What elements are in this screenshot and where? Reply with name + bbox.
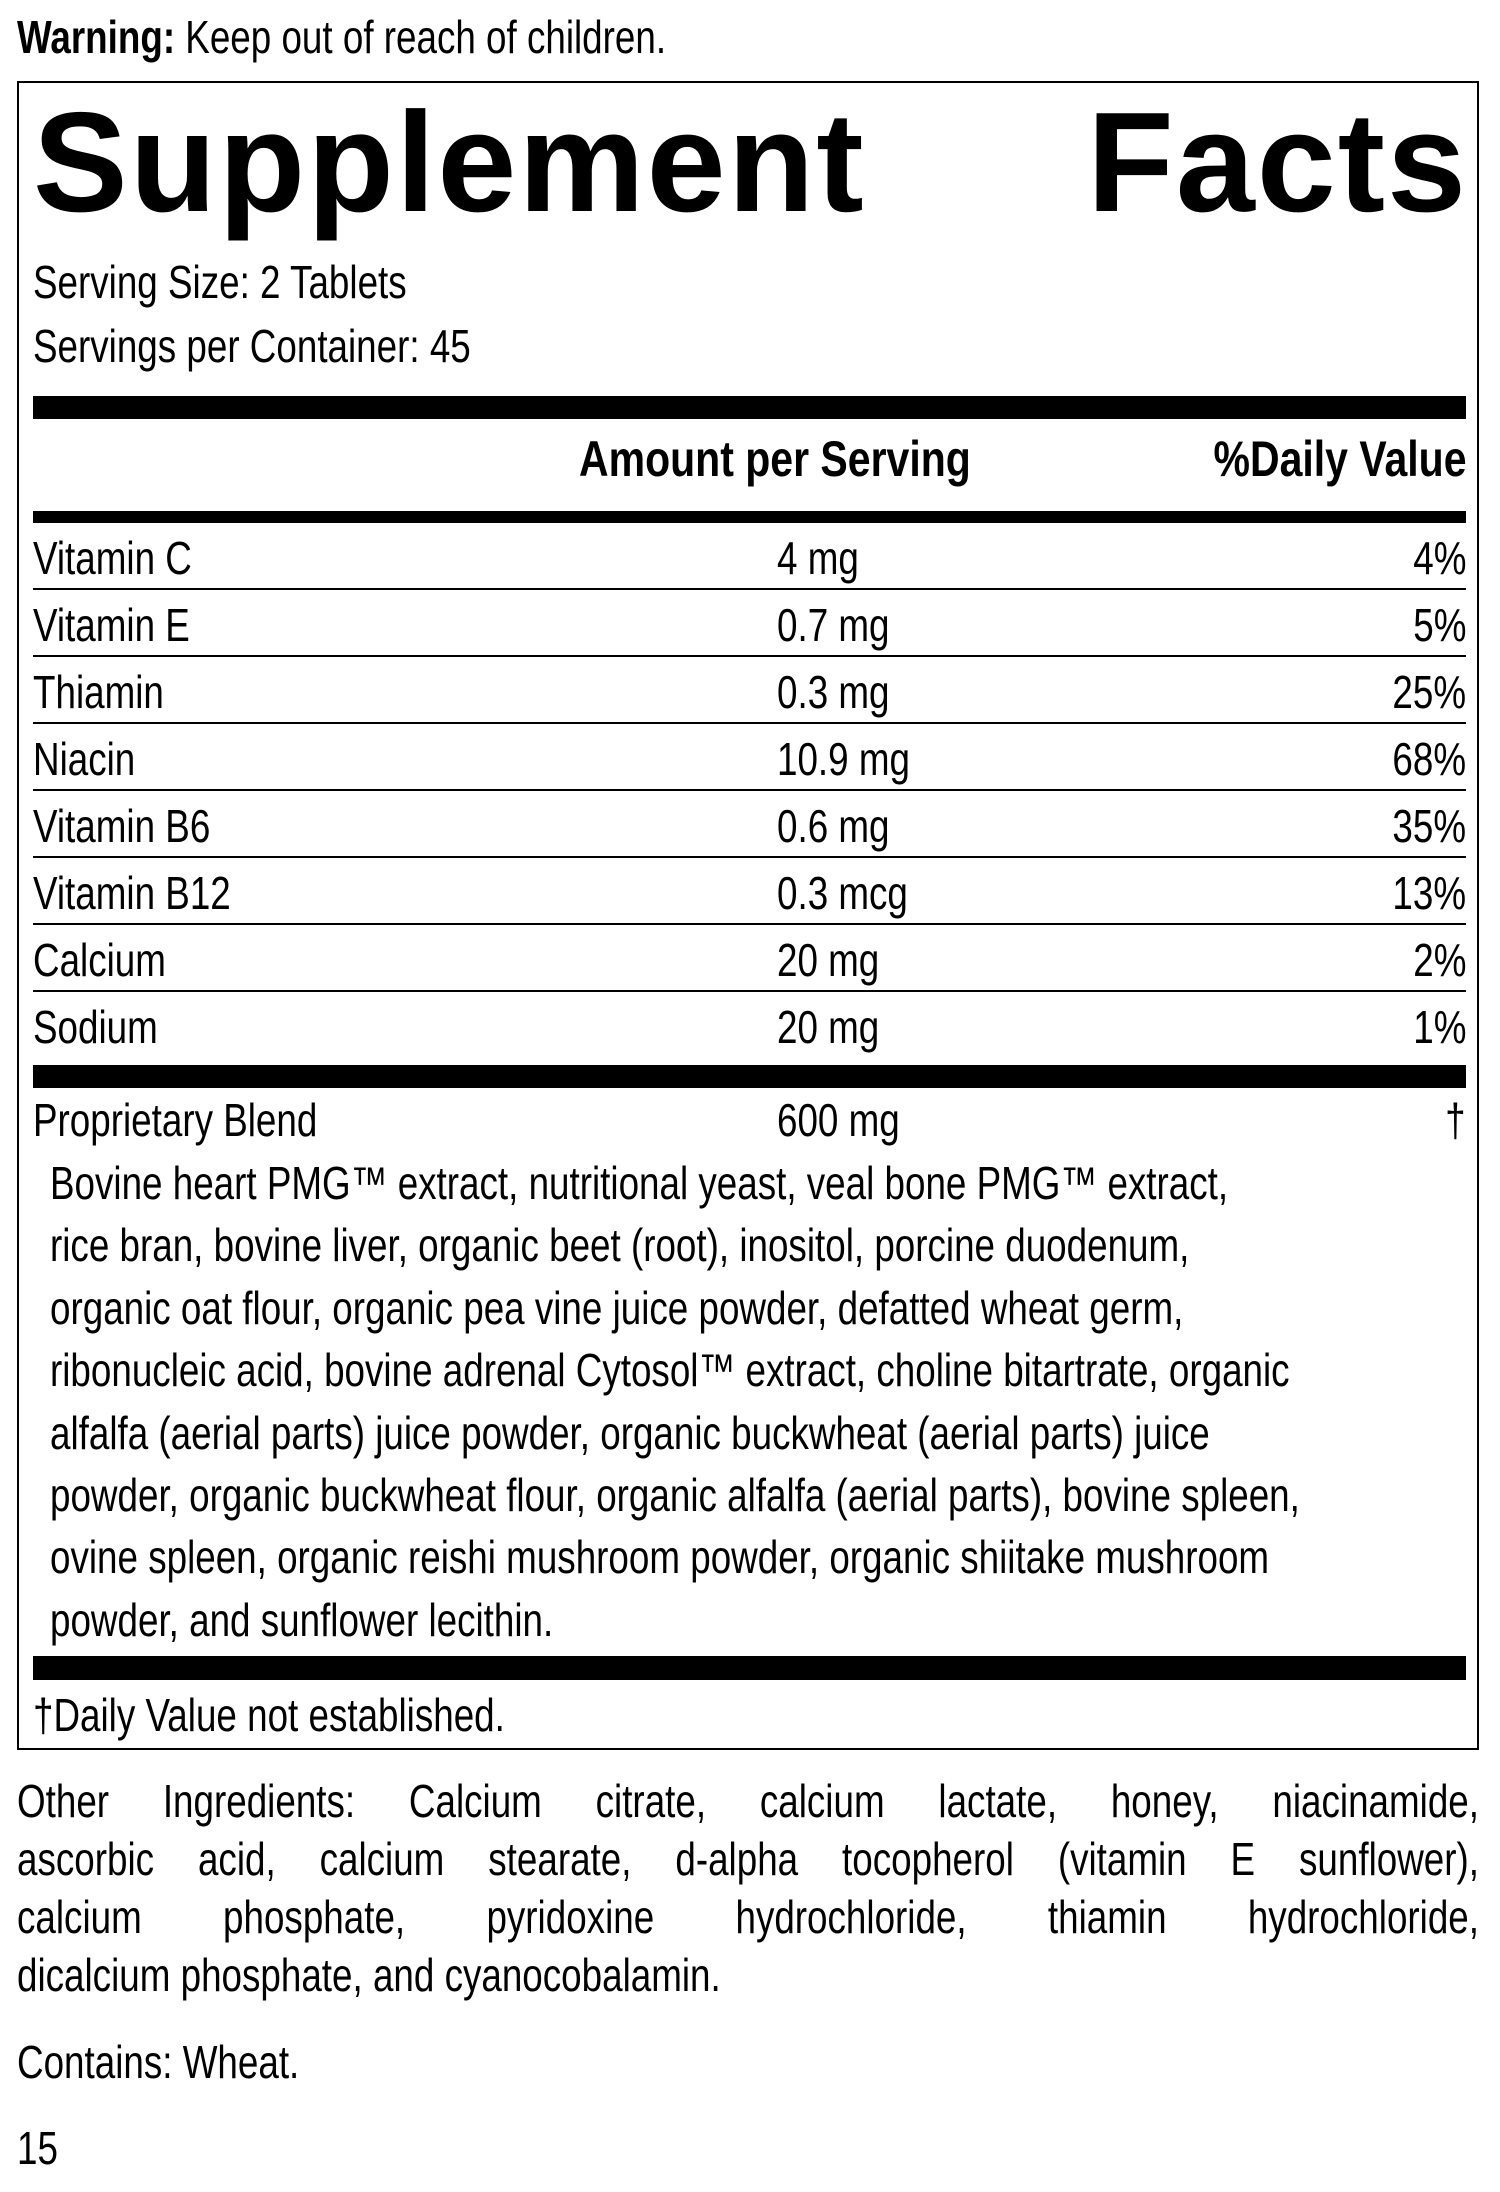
nutrient-daily-value: 1% — [1412, 1001, 1466, 1053]
nutrient-name: Calcium — [33, 934, 166, 986]
nutrient-row: Niacin 10.9 mg 68% — [33, 724, 1466, 791]
nutrient-amount: 10.9 mg — [777, 733, 910, 785]
nutrient-name: Thiamin — [33, 666, 164, 718]
nutrient-row: Thiamin 0.3 mg 25% — [33, 657, 1466, 724]
page-title: Supplement Facts — [33, 92, 1468, 234]
nutrient-name: Vitamin B6 — [33, 800, 211, 852]
nutrient-amount: 20 mg — [777, 934, 880, 986]
divider-medium — [33, 511, 1466, 523]
warning-text: Warning: Keep out of reach of children. — [17, 14, 828, 60]
other-ingredients-line: Other Ingredients: Calcium citrate, calc… — [17, 1775, 1479, 1827]
nutrient-name: Niacin — [33, 733, 136, 785]
blend-ingredients-line: rice bran, bovine liver, organic beet (r… — [50, 1219, 1190, 1272]
nutrient-daily-value: 5% — [1412, 599, 1466, 651]
title-word-supplement: Supplement — [33, 83, 866, 242]
blend-ingredients-line: powder, organic buckwheat flour, organic… — [50, 1469, 1300, 1521]
nutrient-row: Vitamin E 0.7 mg 5% — [33, 590, 1466, 657]
nutrient-daily-value: 35% — [1392, 800, 1466, 852]
divider-thick — [33, 396, 1466, 419]
servings-per-container: Servings per Container: 45 — [33, 320, 471, 372]
nutrient-row: Calcium 20 mg 2% — [33, 925, 1466, 992]
nutrient-row: Vitamin B12 0.3 mcg 13% — [33, 858, 1466, 925]
nutrient-daily-value: 2% — [1412, 934, 1466, 986]
nutrient-amount: 0.3 mcg — [777, 867, 908, 919]
nutrient-daily-value: 4% — [1412, 532, 1466, 584]
supplement-facts-panel — [17, 81, 1479, 1750]
nutrient-row: Sodium 20 mg 1% — [33, 992, 1466, 1059]
header-daily-value: %Daily Value — [1213, 431, 1466, 487]
blend-daily-value: † — [1445, 1094, 1466, 1146]
blend-name: Proprietary Blend — [33, 1094, 318, 1146]
nutrient-row: Vitamin B6 0.6 mg 35% — [33, 791, 1466, 858]
nutrient-amount: 0.7 mg — [777, 599, 890, 651]
nutrient-daily-value: 68% — [1392, 733, 1466, 785]
nutrient-name: Sodium — [33, 1001, 158, 1053]
blend-ingredients-line: ovine spleen, organic reishi mushroom po… — [50, 1531, 1270, 1584]
nutrient-amount: 20 mg — [777, 1001, 880, 1053]
nutrient-amount: 0.6 mg — [777, 800, 890, 852]
other-ingredients-line: calcium phosphate, pyridoxine hydrochlor… — [17, 1891, 1479, 1943]
warning-label: Warning: — [17, 11, 176, 63]
title-word-facts: Facts — [1087, 83, 1468, 242]
nutrient-amount: 4 mg — [777, 532, 859, 584]
blend-ingredients-line: ribonucleic acid, bovine adrenal Cytosol… — [50, 1344, 1290, 1397]
nutrient-name: Vitamin C — [33, 532, 192, 584]
blend-amount: 600 mg — [777, 1094, 900, 1146]
nutrient-row: Vitamin C 4 mg 4% — [33, 523, 1466, 590]
nutrient-name: Vitamin B12 — [33, 867, 231, 919]
contains-allergen: Contains: Wheat. — [17, 2036, 300, 2088]
nutrient-daily-value: 25% — [1392, 666, 1466, 718]
serving-size: Serving Size: 2 Tablets — [33, 256, 407, 308]
blend-ingredients-line: Bovine heart PMG™ extract, nutritional y… — [50, 1157, 1229, 1209]
nutrient-name: Vitamin E — [33, 599, 190, 651]
page-number: 15 — [17, 2122, 58, 2174]
blend-ingredients-line: alfalfa (aerial parts) juice powder, org… — [50, 1406, 1210, 1459]
nutrient-amount: 0.3 mg — [777, 666, 890, 718]
warning-message: Keep out of reach of children. — [175, 11, 667, 63]
other-ingredients-line: dicalcium phosphate, and cyanocobalamin. — [17, 1949, 721, 2001]
other-ingredients-line: ascorbic acid, calcium stearate, d-alpha… — [17, 1833, 1479, 1885]
footnote: †Daily Value not established. — [33, 1689, 505, 1741]
header-amount-per-serving: Amount per Serving — [579, 431, 971, 487]
blend-ingredients-line: organic oat flour, organic pea vine juic… — [50, 1281, 1184, 1334]
divider-thick — [33, 1656, 1466, 1680]
divider-thick — [33, 1065, 1466, 1088]
nutrient-daily-value: 13% — [1392, 867, 1466, 919]
blend-ingredients-line: powder, and sunflower lecithin. — [50, 1593, 554, 1646]
